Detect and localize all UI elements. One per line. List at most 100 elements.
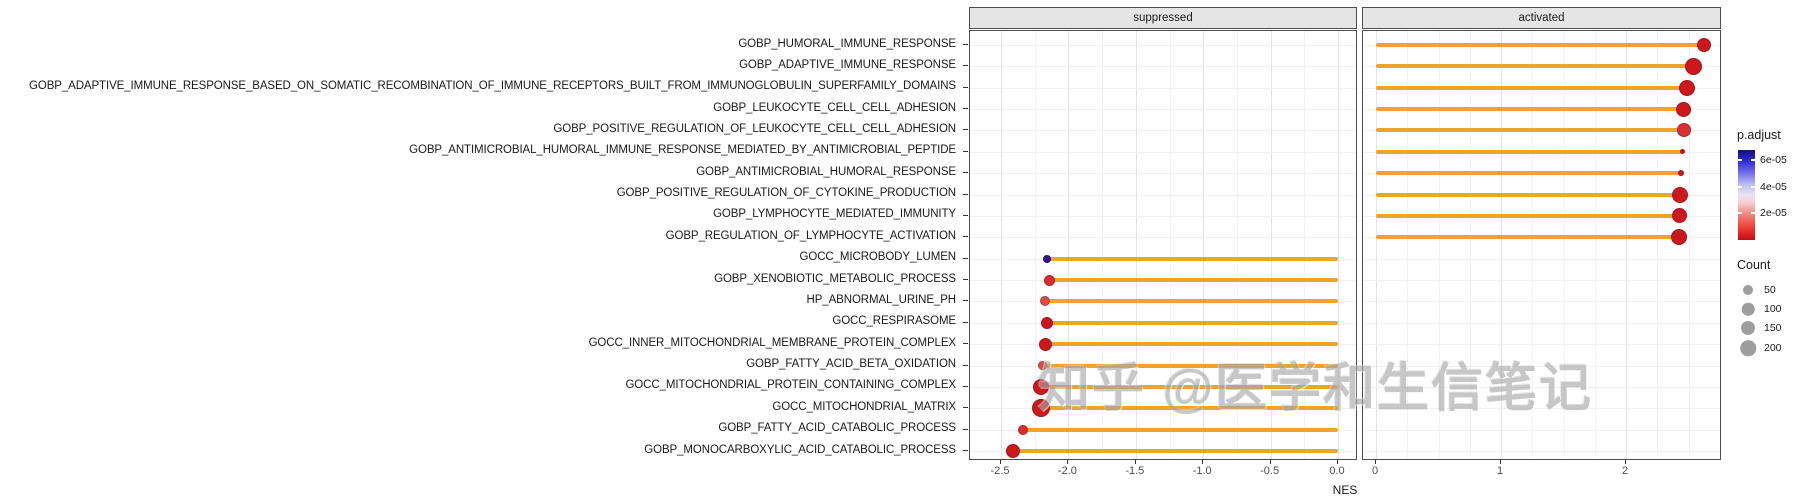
lollipop-stem xyxy=(1013,449,1338,454)
legend-padjust-title: p.adjust xyxy=(1737,128,1781,142)
x-axis-tick-label: -2.5 xyxy=(990,465,1010,477)
panel-activated xyxy=(1362,30,1721,460)
x-axis-tick xyxy=(1625,460,1626,464)
x-axis-tick-label: -1.5 xyxy=(1125,465,1145,477)
gridline-minor xyxy=(1532,31,1534,459)
watermark: 知乎 @医学和生信笔记 xyxy=(1038,360,1594,418)
gridline-major xyxy=(1626,31,1627,459)
y-axis-label: GOBP_ANTIMICROBIAL_HUMORAL_RESPONSE xyxy=(696,165,956,178)
y-axis-label: GOBP_FATTY_ACID_CATABOLIC_PROCESS xyxy=(718,422,956,435)
count-legend-dot xyxy=(1741,321,1755,335)
lollipop-dot xyxy=(1032,399,1051,418)
lollipop-dot xyxy=(1679,149,1685,155)
lollipop-dot xyxy=(1679,79,1696,96)
gridline-row xyxy=(1363,386,1720,388)
x-axis-tick xyxy=(1202,460,1204,464)
lollipop-stem xyxy=(1376,235,1679,240)
x-axis-tick xyxy=(1500,460,1501,464)
gridline-row xyxy=(970,109,1356,111)
gridline-row xyxy=(970,66,1356,68)
gridline-row xyxy=(1363,280,1720,282)
gridline-row xyxy=(1363,408,1720,410)
padjust-colorbar-tick xyxy=(1738,186,1742,188)
gridline-minor xyxy=(1102,31,1104,459)
y-axis-tick xyxy=(963,321,968,323)
padjust-colorbar-tick xyxy=(1738,212,1742,214)
lollipop-dot xyxy=(1038,361,1048,371)
x-axis-tick-label: 1 xyxy=(1496,465,1504,477)
padjust-legend-label: 4e-05 xyxy=(1760,181,1787,193)
gridline-row xyxy=(970,215,1356,217)
facet-strip-activated: activated xyxy=(1362,7,1721,29)
y-axis-label: GOBP_LEUKOCYTE_CELL_CELL_ADHESION xyxy=(713,101,956,114)
gridline-row xyxy=(1363,322,1720,324)
lollipop-dot xyxy=(1044,274,1056,286)
y-axis-label: GOBP_POSITIVE_REGULATION_OF_CYTOKINE_PRO… xyxy=(616,187,956,200)
x-axis-title: NES xyxy=(1332,483,1358,497)
gridline-minor xyxy=(1236,31,1238,459)
gridline-major xyxy=(1501,31,1502,459)
y-axis-tick xyxy=(963,300,968,302)
count-legend-dot xyxy=(1740,340,1756,356)
y-axis-tick xyxy=(963,428,968,430)
gridline-minor xyxy=(1034,31,1036,459)
x-axis-tick-label: 0 xyxy=(1371,465,1379,477)
padjust-colorbar-tick xyxy=(1751,159,1755,161)
x-axis-tick-label: -2.0 xyxy=(1057,465,1077,477)
y-axis-tick xyxy=(963,385,968,387)
x-axis-tick-label: 2 xyxy=(1621,465,1629,477)
gridline-row xyxy=(970,45,1356,46)
lollipop-stem xyxy=(1041,406,1338,411)
lollipop-dot xyxy=(1671,186,1688,203)
lollipop-dot xyxy=(1042,254,1051,263)
gridline-row xyxy=(1363,365,1720,367)
y-axis-tick xyxy=(963,172,968,174)
lollipop-dot xyxy=(1040,296,1051,307)
gridline-major xyxy=(1001,31,1002,459)
y-axis-tick xyxy=(963,364,968,366)
facet-strip-suppressed-label: suppressed xyxy=(1133,12,1193,24)
gridline-row xyxy=(1363,429,1720,431)
gridline-minor xyxy=(1688,31,1690,459)
lollipop-stem xyxy=(1046,320,1338,325)
y-axis-tick xyxy=(963,236,968,238)
y-axis-label: GOCC_MITOCHONDRIAL_PROTEIN_CONTAINING_CO… xyxy=(625,379,956,392)
y-axis-label: GOBP_LYMPHOCYTE_MEDIATED_IMMUNITY xyxy=(713,208,956,221)
lollipop-stem xyxy=(1376,192,1680,197)
y-axis-tick xyxy=(963,108,968,110)
y-axis-tick xyxy=(963,257,968,259)
count-legend-label: 150 xyxy=(1764,322,1782,334)
lollipop-dot xyxy=(1677,170,1685,177)
lollipop-stem xyxy=(1376,171,1681,176)
y-axis-label: GOBP_REGULATION_OF_LYMPHOCYTE_ACTIVATION xyxy=(665,229,956,242)
lollipop-stem xyxy=(1376,43,1704,47)
y-axis-label: GOBP_HUMORAL_IMMUNE_RESPONSE xyxy=(738,37,956,50)
x-axis-tick xyxy=(1375,460,1376,464)
y-axis-label: GOBP_FATTY_ACID_BETA_OXIDATION xyxy=(746,358,956,371)
lollipop-dot xyxy=(1685,57,1702,75)
count-legend-label: 200 xyxy=(1764,342,1782,354)
x-axis-tick xyxy=(1337,460,1338,464)
lollipop-stem xyxy=(1376,64,1694,69)
padjust-colorbar-tick xyxy=(1738,159,1742,161)
gridline-row xyxy=(1363,258,1720,260)
x-axis-tick-label: 0.0 xyxy=(1329,465,1345,477)
x-axis-tick xyxy=(1067,460,1069,464)
lollipop-dot xyxy=(1017,424,1028,435)
y-axis-label: GOBP_POSITIVE_REGULATION_OF_LEUKOCYTE_CE… xyxy=(553,122,956,135)
y-axis-label: GOBP_ADAPTIVE_IMMUNE_RESPONSE_BASED_ON_S… xyxy=(29,80,956,93)
lollipop-stem xyxy=(1046,256,1338,261)
count-legend-label: 50 xyxy=(1764,284,1776,296)
y-axis-label: GOBP_ANTIMICROBIAL_HUMORAL_IMMUNE_RESPON… xyxy=(409,144,956,157)
gridline-major xyxy=(1338,31,1339,459)
lollipop-dot xyxy=(1676,123,1691,138)
lollipop-dot xyxy=(1006,444,1021,459)
count-legend-dot xyxy=(1741,302,1755,316)
y-axis-tick xyxy=(963,86,968,88)
lollipop-stem xyxy=(1376,149,1683,154)
count-legend-label: 100 xyxy=(1764,303,1782,315)
gridline-row xyxy=(1363,301,1720,303)
gridline-row xyxy=(970,194,1356,196)
y-axis-label: GOBP_XENOBIOTIC_METABOLIC_PROCESS xyxy=(714,272,956,285)
lollipop-stem xyxy=(1376,85,1688,90)
